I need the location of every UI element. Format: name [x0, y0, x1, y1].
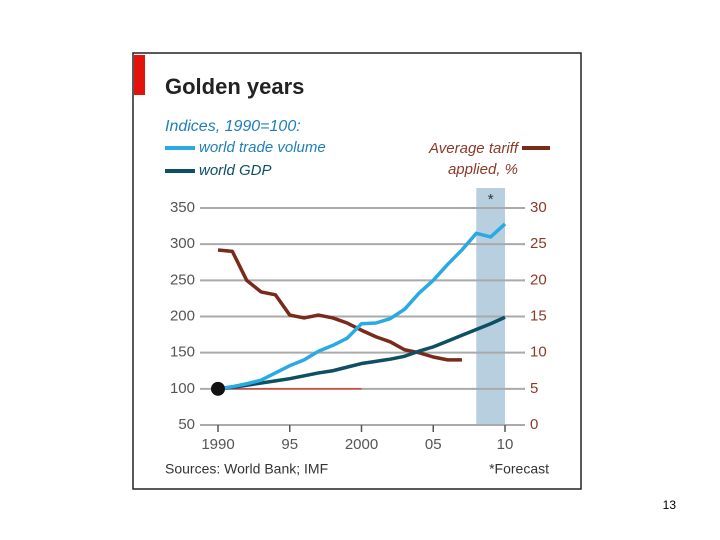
y-tick-label: 200: [170, 307, 195, 324]
y-tick-label: 350: [170, 199, 195, 216]
series-line: [217, 248, 462, 362]
y2-tick-label: 30: [530, 199, 547, 216]
y2-tick-label: 5: [530, 380, 538, 397]
y2-tick-label: 10: [530, 344, 547, 361]
y2-tick-label: 0: [530, 416, 538, 433]
chart-title: Golden years: [165, 74, 304, 99]
y-tick-label: 150: [170, 344, 195, 361]
y2-tick-label: 20: [530, 271, 547, 288]
y2-tick-label: 15: [530, 307, 547, 324]
source: Sources: World Bank; IMF: [165, 461, 328, 477]
y-tick-label: 50: [178, 416, 195, 433]
y2-tick-label: 25: [530, 235, 547, 252]
x-tick-label: 10: [497, 436, 514, 453]
legend-label: world GDP: [199, 162, 272, 179]
x-tick-label: 2000: [345, 436, 378, 453]
forecast-marker: *: [488, 191, 494, 208]
x-tick-label: 05: [425, 436, 442, 453]
x-tick-label: 95: [281, 436, 298, 453]
legend-label: Average tariff applied, %: [429, 140, 518, 178]
base-dot: [211, 381, 225, 396]
red-tag: [134, 55, 145, 95]
y-tick-label: 100: [170, 380, 195, 397]
chart-subtitle: Indices, 1990=100:: [165, 118, 301, 135]
y-tick-label: 250: [170, 271, 195, 288]
x-tick-label: 1990: [201, 436, 234, 453]
legend-label: world trade volume: [199, 139, 326, 156]
y-tick-label: 300: [170, 235, 195, 252]
series-line: [217, 222, 507, 391]
chart-frame: [132, 52, 582, 490]
page-number: 13: [663, 498, 677, 512]
series-line: [217, 315, 506, 391]
note: *Forecast: [489, 461, 549, 477]
